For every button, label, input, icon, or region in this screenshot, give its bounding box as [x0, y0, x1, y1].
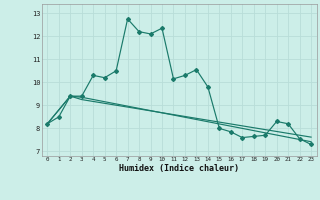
X-axis label: Humidex (Indice chaleur): Humidex (Indice chaleur) [119, 164, 239, 173]
